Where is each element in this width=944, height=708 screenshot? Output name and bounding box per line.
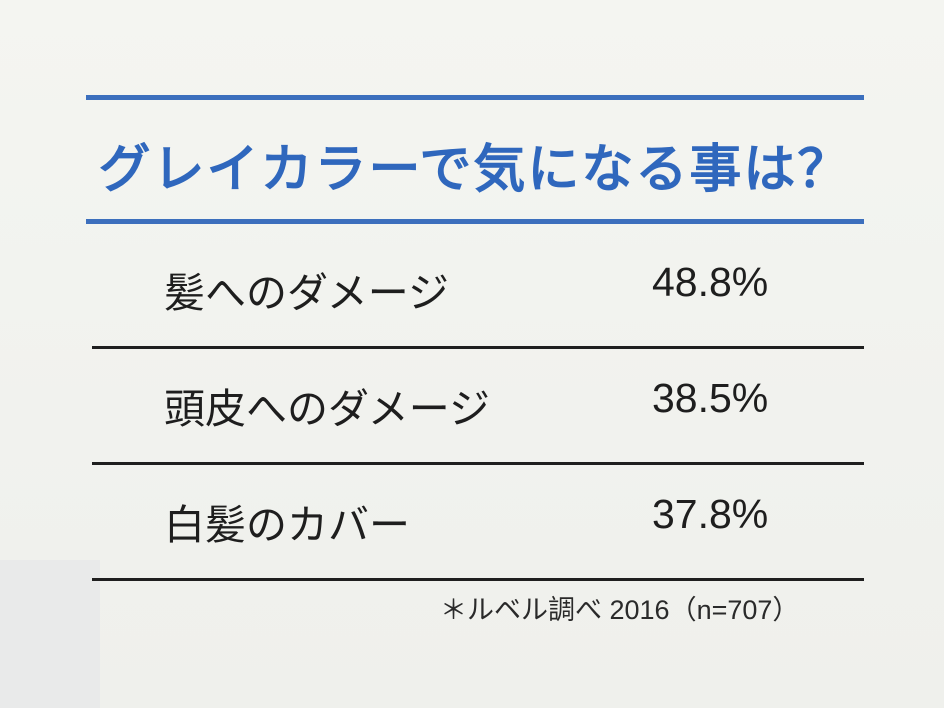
chart-title: グレイカラーで気になる事は？ [98, 139, 852, 200]
background-strip [0, 560, 100, 708]
table-row: 頭皮へのダメージ 38.5% [92, 349, 864, 465]
row-label: 髪へのダメージ [164, 269, 449, 317]
row-value: 38.5% [652, 375, 769, 421]
results-table: 髪へのダメージ 48.8% 頭皮へのダメージ 38.5% 白髪のカバー 37.8… [92, 233, 864, 581]
row-label: 白髪のカバー [164, 501, 410, 549]
row-label: 頭皮へのダメージ [164, 385, 490, 433]
title-bottom-rule [86, 219, 864, 224]
row-value: 37.8% [652, 491, 769, 537]
table-row: 髪へのダメージ 48.8% [92, 233, 864, 349]
source-note: ＊ルベル調べ 2016（n=707） [440, 595, 800, 625]
row-value: 48.8% [652, 259, 769, 305]
title-top-rule [86, 95, 864, 100]
table-row: 白髪のカバー 37.8% [92, 465, 864, 581]
